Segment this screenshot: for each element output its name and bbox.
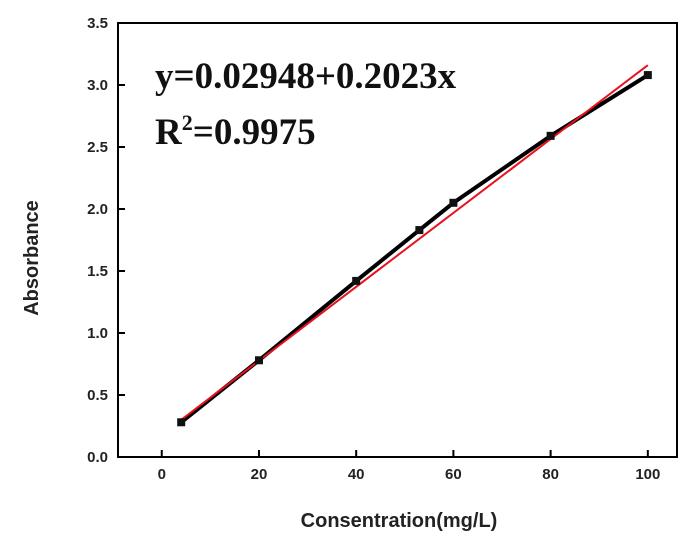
x-tick-label: 20: [251, 466, 268, 483]
y-axis-title: Absorbance: [21, 200, 43, 316]
data-point: [254, 356, 263, 365]
r-squared-value: =0.9975: [193, 112, 316, 153]
data-point: [449, 198, 458, 207]
y-tick-label: 1.5: [87, 263, 108, 280]
x-tick-label: 40: [348, 466, 365, 483]
data-point: [177, 418, 186, 427]
y-tick-label: 2.5: [87, 139, 108, 156]
y-tick-label: 0.5: [87, 387, 108, 404]
data-point: [415, 226, 424, 235]
y-tick-label: 3.5: [87, 15, 108, 32]
r-squared-text: R2=0.9975: [155, 110, 316, 153]
x-axis-title: Consentration(mg/L): [301, 510, 498, 532]
r-squared-prefix: R: [155, 112, 183, 153]
data-point: [643, 71, 652, 80]
y-tick-label: 3.0: [87, 77, 108, 94]
y-axis-ticks: 0.0 0.5 1.0 1.5 2.0 2.5 3.0 3.5: [87, 15, 125, 466]
y-tick-label: 1.0: [87, 325, 108, 342]
x-tick-label: 60: [445, 466, 462, 483]
x-tick-label: 80: [542, 466, 559, 483]
r-squared-superscript: 2: [182, 110, 193, 135]
series-layer: [177, 64, 652, 427]
y-tick-label: 2.0: [87, 201, 108, 218]
data-point: [546, 131, 555, 140]
x-tick-label: 0: [158, 466, 166, 483]
equation-text: y=0.02948+0.2023x: [155, 56, 457, 97]
data-point: [352, 276, 361, 285]
y-tick-label: 0.0: [87, 449, 108, 466]
plot-frame: [117, 22, 678, 458]
x-axis-ticks: 0 20 40 60 80 100: [158, 450, 660, 483]
x-tick-label: 100: [635, 466, 660, 483]
